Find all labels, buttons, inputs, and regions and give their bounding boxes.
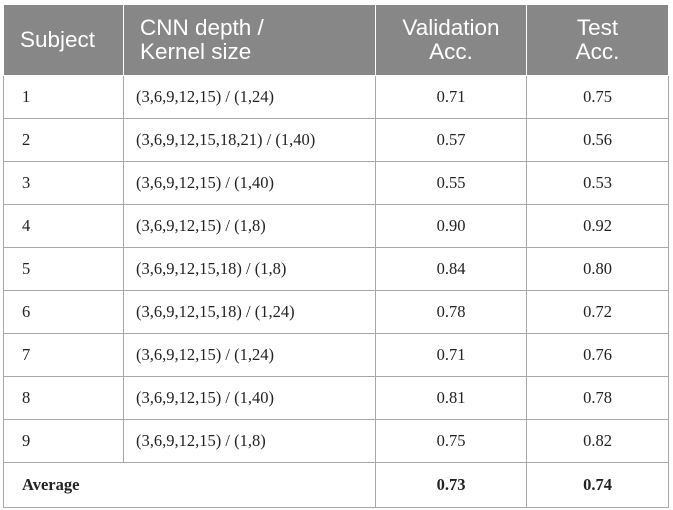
table-row: 8 (3,6,9,12,15) / (1,40) 0.81 0.78 xyxy=(3,376,669,420)
config-cell: (3,6,9,12,15) / (1,40) xyxy=(123,161,376,205)
validation-acc-cell: 0.81 xyxy=(375,376,527,420)
header-validation-acc: Validation Acc. xyxy=(375,4,527,76)
subject-cell: 8 xyxy=(3,376,124,420)
header-cnn-line-1: CNN depth / xyxy=(140,15,264,40)
average-test-acc: 0.74 xyxy=(526,462,669,508)
table-row: 5 (3,6,9,12,15,18) / (1,8) 0.84 0.80 xyxy=(3,247,669,291)
validation-acc-cell: 0.71 xyxy=(375,75,527,119)
header-validation-line-1: Validation xyxy=(402,15,500,40)
header-test-acc: Test Acc. xyxy=(526,4,669,76)
config-cell: (3,6,9,12,15) / (1,40) xyxy=(123,376,376,420)
subject-cell: 5 xyxy=(3,247,124,291)
test-acc-cell: 0.72 xyxy=(526,290,669,334)
table-row: 2 (3,6,9,12,15,18,21) / (1,40) 0.57 0.56 xyxy=(3,118,669,162)
subject-cell: 2 xyxy=(3,118,124,162)
header-test-line-1: Test xyxy=(576,15,619,40)
average-row: Average 0.73 0.74 xyxy=(3,462,669,508)
config-cell: (3,6,9,12,15,18) / (1,8) xyxy=(123,247,376,291)
header-cnn-depth-kernel-size: CNN depth / Kernel size xyxy=(123,4,376,76)
header-validation-line-2: Acc. xyxy=(429,39,473,64)
test-acc-cell: 0.56 xyxy=(526,118,669,162)
validation-acc-cell: 0.71 xyxy=(375,333,527,377)
header-cnn-line-2: Kernel size xyxy=(140,39,252,64)
subject-cell: 3 xyxy=(3,161,124,205)
validation-acc-cell: 0.75 xyxy=(375,419,527,463)
validation-acc-cell: 0.84 xyxy=(375,247,527,291)
test-acc-cell: 0.76 xyxy=(526,333,669,377)
config-cell: (3,6,9,12,15) / (1,8) xyxy=(123,204,376,248)
subject-cell: 1 xyxy=(3,75,124,119)
validation-acc-cell: 0.55 xyxy=(375,161,527,205)
test-acc-cell: 0.78 xyxy=(526,376,669,420)
header-test-line-2: Acc. xyxy=(575,39,620,64)
test-acc-cell: 0.53 xyxy=(526,161,669,205)
table-row: 3 (3,6,9,12,15) / (1,40) 0.55 0.53 xyxy=(3,161,669,205)
table-header: Subject CNN depth / Kernel size Validati… xyxy=(3,4,669,76)
config-cell: (3,6,9,12,15,18) / (1,24) xyxy=(123,290,376,334)
table-body: 1 (3,6,9,12,15) / (1,24) 0.71 0.75 2 (3,… xyxy=(3,75,669,508)
test-acc-cell: 0.82 xyxy=(526,419,669,463)
average-validation-acc: 0.73 xyxy=(375,462,527,508)
table-row: 6 (3,6,9,12,15,18) / (1,24) 0.78 0.72 xyxy=(3,290,669,334)
header-row: Subject CNN depth / Kernel size Validati… xyxy=(3,4,669,76)
validation-acc-cell: 0.90 xyxy=(375,204,527,248)
config-cell: (3,6,9,12,15) / (1,24) xyxy=(123,333,376,377)
subject-cell: 6 xyxy=(3,290,124,334)
table-row: 9 (3,6,9,12,15) / (1,8) 0.75 0.82 xyxy=(3,419,669,463)
subject-cell: 7 xyxy=(3,333,124,377)
table-row: 1 (3,6,9,12,15) / (1,24) 0.71 0.75 xyxy=(3,75,669,119)
config-cell: (3,6,9,12,15,18,21) / (1,40) xyxy=(123,118,376,162)
header-subject-line-1: Subject xyxy=(20,27,96,52)
config-cell: (3,6,9,12,15) / (1,8) xyxy=(123,419,376,463)
results-table: Subject CNN depth / Kernel size Validati… xyxy=(3,4,669,508)
test-acc-cell: 0.80 xyxy=(526,247,669,291)
subject-cell: 9 xyxy=(3,419,124,463)
test-acc-cell: 0.75 xyxy=(526,75,669,119)
subject-cell: 4 xyxy=(3,204,124,248)
test-acc-cell: 0.92 xyxy=(526,204,669,248)
table-row: 4 (3,6,9,12,15) / (1,8) 0.90 0.92 xyxy=(3,204,669,248)
config-cell: (3,6,9,12,15) / (1,24) xyxy=(123,75,376,119)
average-label: Average xyxy=(3,462,376,508)
validation-acc-cell: 0.78 xyxy=(375,290,527,334)
validation-acc-cell: 0.57 xyxy=(375,118,527,162)
header-subject: Subject xyxy=(3,4,124,76)
table-row: 7 (3,6,9,12,15) / (1,24) 0.71 0.76 xyxy=(3,333,669,377)
